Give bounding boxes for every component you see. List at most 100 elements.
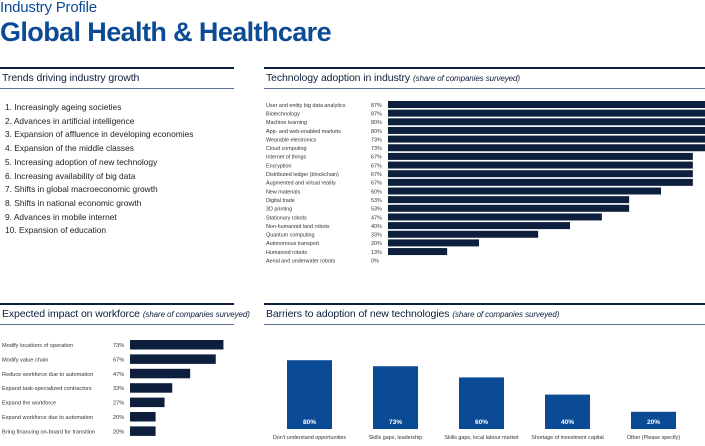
bar (388, 118, 705, 126)
bar (388, 170, 693, 178)
value-label: 13% (371, 250, 382, 256)
barriers-chart: 80% Don't understand opportunities 73% Skil… (273, 360, 681, 441)
category-label: 3D printing (266, 207, 292, 213)
category-label: Quantum computing (266, 233, 315, 239)
list-item: 6. Increasing availability of big data (5, 170, 136, 181)
value-label: 33% (113, 386, 124, 392)
value-label: 53% (371, 198, 382, 204)
category-label: Wearable electronics (266, 137, 317, 143)
section-divider-workforce (0, 324, 234, 325)
category-label: Machine learning (266, 120, 307, 126)
section-note-barriers: (share of companies surveyed) (452, 310, 560, 319)
value-label: 27% (113, 401, 124, 407)
category-label: Distributed ledger (blockchain) (266, 172, 339, 178)
value-label: 73% (371, 146, 382, 152)
bar (130, 397, 165, 408)
list-item: 2. Advances in artificial intelligence (5, 115, 135, 126)
section-rule-barriers (264, 303, 705, 305)
value-label: 67% (113, 357, 124, 363)
value-label: 40% (561, 419, 574, 426)
bar (130, 354, 216, 364)
list-item: 5. Increasing adoption of new technology (5, 156, 158, 167)
bar (388, 135, 705, 143)
bar (388, 196, 630, 204)
section-divider-tech (264, 88, 705, 89)
page-title: Global Health & Healthcare (0, 17, 332, 47)
bar (388, 213, 602, 221)
value-label: 80% (303, 419, 316, 426)
category-label: Internet of things (266, 155, 306, 161)
bar (388, 152, 693, 160)
bar (388, 239, 479, 247)
value-label: 80% (371, 120, 382, 126)
list-item: 4. Expansion of the middle classes (5, 143, 134, 154)
value-label: 47% (113, 372, 124, 378)
category-label: Cloud computing (266, 146, 306, 152)
value-label: 0% (371, 259, 379, 265)
section-title-tech: Technology adoption in industry (share of… (266, 72, 520, 84)
workforce-impact-chart: Modify locations of operation 73% Modify v… (2, 340, 224, 436)
category-label: Skills gaps, leadership (369, 435, 423, 441)
bar (388, 222, 570, 230)
section-rule-tech (264, 67, 705, 69)
bar (388, 204, 630, 212)
section-title-trends: Trends driving industry growth (2, 72, 140, 84)
category-label: Modify value chain (2, 357, 48, 363)
value-label: 53% (371, 207, 382, 213)
value-label: 60% (475, 419, 488, 426)
category-label: Augmented and virtual reality (266, 181, 336, 187)
value-label: 20% (371, 241, 382, 247)
bar (130, 412, 156, 422)
category-label: Autonomous transport (266, 241, 320, 247)
category-label: Reduce workforce due to automation (2, 372, 93, 378)
value-label: 87% (371, 111, 382, 117)
bar (388, 178, 693, 186)
list-item: 10. Expansion of education (5, 225, 107, 236)
value-label: 20% (647, 419, 660, 426)
section-title-barriers: Barriers to adoption of new technologies… (266, 308, 560, 320)
section-rule-workforce (0, 303, 234, 305)
list-item: 9. Advances in mobile internet (5, 211, 117, 222)
value-label: 80% (371, 129, 382, 135)
bar (388, 101, 705, 108)
bar (130, 383, 173, 393)
value-label: 73% (371, 137, 382, 143)
value-label: 87% (371, 103, 382, 109)
bar (287, 360, 332, 429)
value-label: 47% (371, 215, 382, 221)
bar (388, 187, 661, 195)
category-label: Humanoid robots (266, 250, 307, 256)
category-label: Skills gaps, local labour market (444, 435, 519, 441)
category-label: Encryption (266, 163, 291, 169)
value-label: 20% (113, 429, 124, 435)
bar (130, 426, 156, 436)
value-label: 33% (371, 233, 382, 239)
category-label: Shortage of investment capital (531, 435, 604, 441)
section-divider-trends (0, 88, 234, 89)
category-label: Digital trade (266, 198, 295, 204)
section-rule-trends (0, 67, 234, 69)
list-item: 1. Increasingly ageing societies (5, 102, 122, 112)
value-label: 67% (371, 155, 382, 161)
bar (631, 411, 676, 429)
bar (388, 109, 705, 117)
bar (459, 377, 504, 429)
category-label: User and entity big data analytics (266, 103, 346, 109)
category-label: Stationary robots (266, 215, 307, 221)
value-label: 73% (113, 343, 124, 349)
value-label: 67% (371, 163, 382, 169)
value-label: 40% (371, 224, 382, 230)
bar (130, 368, 191, 379)
category-label: Other (Please specify) (627, 435, 681, 441)
tech-adoption-chart: User and entity big data analytics 87% Bio… (266, 101, 705, 265)
bar (130, 340, 224, 350)
value-label: 20% (113, 415, 124, 421)
category-label: Non-humanoid land robots (266, 224, 330, 230)
category-label: Biotechnology (266, 111, 300, 117)
section-note-tech: (share of companies surveyed) (413, 74, 520, 83)
value-label: 73% (389, 419, 402, 426)
category-label: Expand the workforce (2, 401, 56, 407)
section-divider-barriers (264, 324, 705, 325)
category-label: Don't understand opportunities (273, 435, 347, 441)
list-item: 3. Expansion of affluence in developing … (5, 129, 194, 140)
